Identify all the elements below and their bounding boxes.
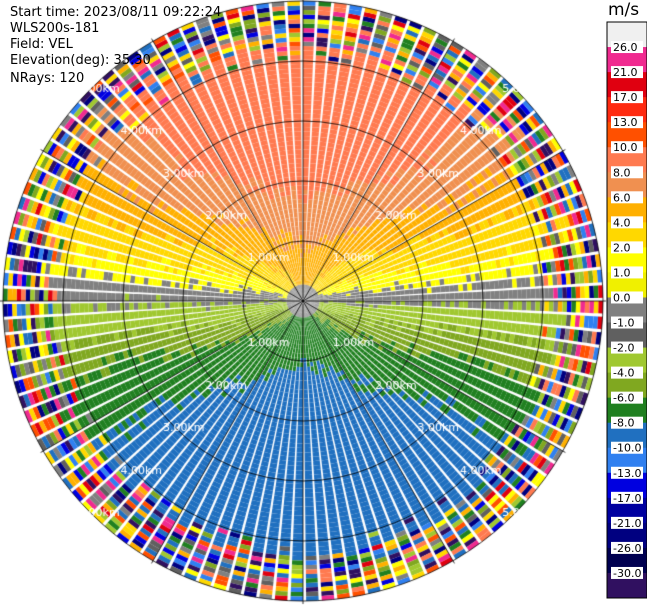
colorbar-tick-label: -13.0: [613, 467, 641, 480]
colorbar-tick-label: 1.0: [613, 266, 631, 279]
colorbar-label-bg: [611, 291, 643, 304]
colorbar-label-bg: [611, 266, 643, 279]
colorbar-unit: m/s: [608, 0, 640, 20]
colorbar-tick-label: -30.0: [613, 567, 641, 580]
colorbar-tick-label: -17.0: [613, 492, 641, 505]
elevation-label: Elevation(deg): 35.30: [10, 53, 151, 68]
colorbar-tick-label: -6.0: [613, 392, 634, 405]
colorbar-label-bg: [611, 366, 643, 379]
colorbar-tick-label: -26.0: [613, 542, 641, 555]
colorbar-label-bg: [611, 491, 643, 504]
colorbar-tick-label: -1.0: [613, 317, 634, 330]
colorbar-label-bg: [611, 466, 643, 479]
colorbar-tick-label: 6.0: [613, 191, 631, 204]
colorbar-label-bg: [611, 391, 643, 404]
colorbar-tick-label: 0.0: [613, 291, 631, 304]
colorbar-label-bg: [611, 516, 643, 529]
colorbar-label-bg: [611, 116, 643, 129]
colorbar-label-bg: [611, 441, 643, 454]
colorbar-label-bg: [611, 141, 643, 154]
start-time-label: Start time: 2023/08/11 09:22:24: [10, 5, 222, 20]
colorbar-label-bg: [611, 191, 643, 204]
colorbar-label-bg: [611, 541, 643, 554]
nrays-label: NRays: 120: [10, 71, 85, 86]
colorbar-label-bg: [611, 566, 643, 579]
colorbar-label-bg: [611, 416, 643, 429]
colorbar-tick-label: 26.0: [613, 41, 638, 54]
colorbar-label-bg: [611, 166, 643, 179]
colorbar-label-bg: [611, 341, 643, 354]
colorbar-tick-label: 4.0: [613, 216, 631, 229]
colorbar-label-bg: [611, 66, 643, 79]
colorbar-tick-label: -8.0: [613, 417, 634, 430]
colorbar-tick-label: -10.0: [613, 442, 641, 455]
colorbar-tick-label: -2.0: [613, 342, 634, 355]
colorbar-border: [606, 21, 647, 599]
colorbar-tick-label: 10.0: [613, 141, 638, 154]
field-label: Field: VEL: [10, 37, 73, 52]
colorbar-tick-label: -4.0: [613, 367, 634, 380]
colorbar-label-bg: [611, 41, 643, 54]
colorbar-tick-label: 17.0: [613, 91, 638, 104]
instrument-label: WLS200s-181: [10, 21, 100, 36]
colorbar-label-bg: [611, 216, 643, 229]
colorbar-label-bg: [611, 91, 643, 104]
colorbar-tick-label: 2.0: [613, 241, 631, 254]
colorbar-tick-label: -21.0: [613, 517, 641, 530]
colorbar-label-bg: [611, 241, 643, 254]
colorbar-label-bg: [611, 316, 643, 329]
colorbar-tick-label: 21.0: [613, 66, 638, 79]
colorbar-tick-label: 8.0: [613, 166, 631, 179]
colorbar-tick-label: 13.0: [613, 116, 638, 129]
